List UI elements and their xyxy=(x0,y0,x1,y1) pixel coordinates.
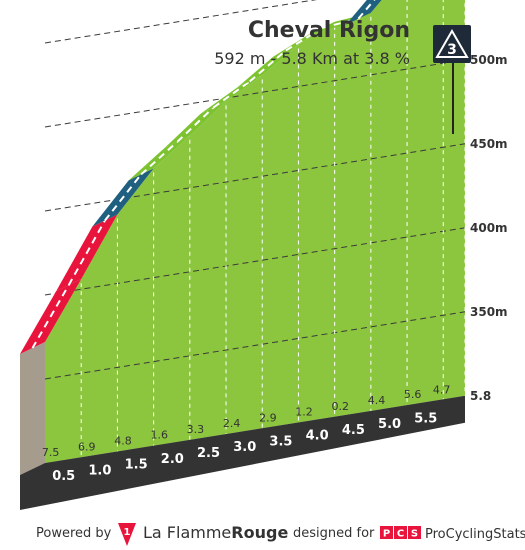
ribbon-centerline xyxy=(140,141,178,176)
ribbon-centerline xyxy=(31,284,70,349)
profile-area xyxy=(45,0,465,463)
gradient-ribbon-segment xyxy=(237,44,299,88)
ribbon-centerline xyxy=(321,17,359,29)
category-badge-number: 3 xyxy=(447,42,457,58)
gradient-label: 4.4 xyxy=(368,394,386,407)
mountain-icon xyxy=(435,28,469,58)
altitude-label: 400m xyxy=(470,221,508,235)
brand-la-flamme-rouge: La FlammeRouge xyxy=(143,523,288,542)
km-label: 1.5 xyxy=(125,458,148,473)
gradient-label: 6.9 xyxy=(78,440,96,453)
km-label: 3.0 xyxy=(233,440,256,455)
y-gridline xyxy=(44,59,466,128)
category-badge: 3 xyxy=(433,25,471,134)
gradient-label: 1.2 xyxy=(295,406,313,419)
designed-for-label: designed for xyxy=(293,526,375,541)
y-gridline xyxy=(44,311,466,380)
svg-text:S: S xyxy=(411,529,418,540)
altitude-label: 500m xyxy=(470,53,508,67)
km-label: 3.5 xyxy=(269,434,292,449)
chart-title: Cheval Rigon xyxy=(248,18,410,43)
brand-procyclingstats: ProCyclingStats xyxy=(425,527,525,542)
gradient-label: 2.9 xyxy=(259,411,277,424)
pcs-logo-icon: P C S xyxy=(380,526,421,540)
ribbon-centerline xyxy=(249,49,287,83)
km-label: 2.0 xyxy=(161,452,184,467)
altitude-label: 450m xyxy=(470,137,508,151)
ribbon-centerline xyxy=(176,106,215,143)
y-gridline xyxy=(44,227,466,296)
svg-text:P: P xyxy=(383,529,390,540)
powered-by-label: Powered by xyxy=(36,526,112,541)
km-label: 2.5 xyxy=(197,446,220,461)
km-label: 5.0 xyxy=(378,417,401,432)
la-flamme-rouge-logo-icon xyxy=(118,523,136,546)
km-label: 4.0 xyxy=(306,429,329,444)
ribbon-centerline xyxy=(212,80,251,109)
svg-text:C: C xyxy=(397,529,404,540)
gradient-ribbon-segment xyxy=(345,0,382,25)
km-label: 5.5 xyxy=(414,411,437,426)
gradient-label: 7.5 xyxy=(42,446,60,459)
ribbon-centerline xyxy=(67,220,106,286)
la-flamme-rouge-logo-icon-number: 1 xyxy=(124,527,131,538)
gradient-label: 3.3 xyxy=(187,423,205,436)
gradient-label: 0.2 xyxy=(332,400,350,413)
end-distance-label: 5.8 xyxy=(470,389,491,403)
profile-side-wall xyxy=(20,342,45,475)
gradient-label: 5.6 xyxy=(404,388,422,401)
y-gridline xyxy=(44,0,317,44)
km-label: 1.0 xyxy=(88,463,111,478)
ground-band xyxy=(20,395,465,510)
category-badge-box xyxy=(433,25,471,63)
km-label: 4.5 xyxy=(342,423,365,438)
altitude-label: 350m xyxy=(470,305,508,319)
chart-subtitle: 592 m - 5.8 Km at 3.8 % xyxy=(214,49,410,68)
gradient-label: 4.7 xyxy=(433,384,451,397)
gradient-label: 4.8 xyxy=(114,435,132,448)
footer: Powered by 1 La FlammeRouge designed for… xyxy=(36,523,525,546)
km-label: 0.5 xyxy=(52,469,75,484)
gradient-label: 1.6 xyxy=(150,429,168,442)
gradient-ribbon-segment xyxy=(201,75,263,114)
ribbon-centerline xyxy=(104,173,142,222)
gradient-label: 2.4 xyxy=(223,417,241,430)
